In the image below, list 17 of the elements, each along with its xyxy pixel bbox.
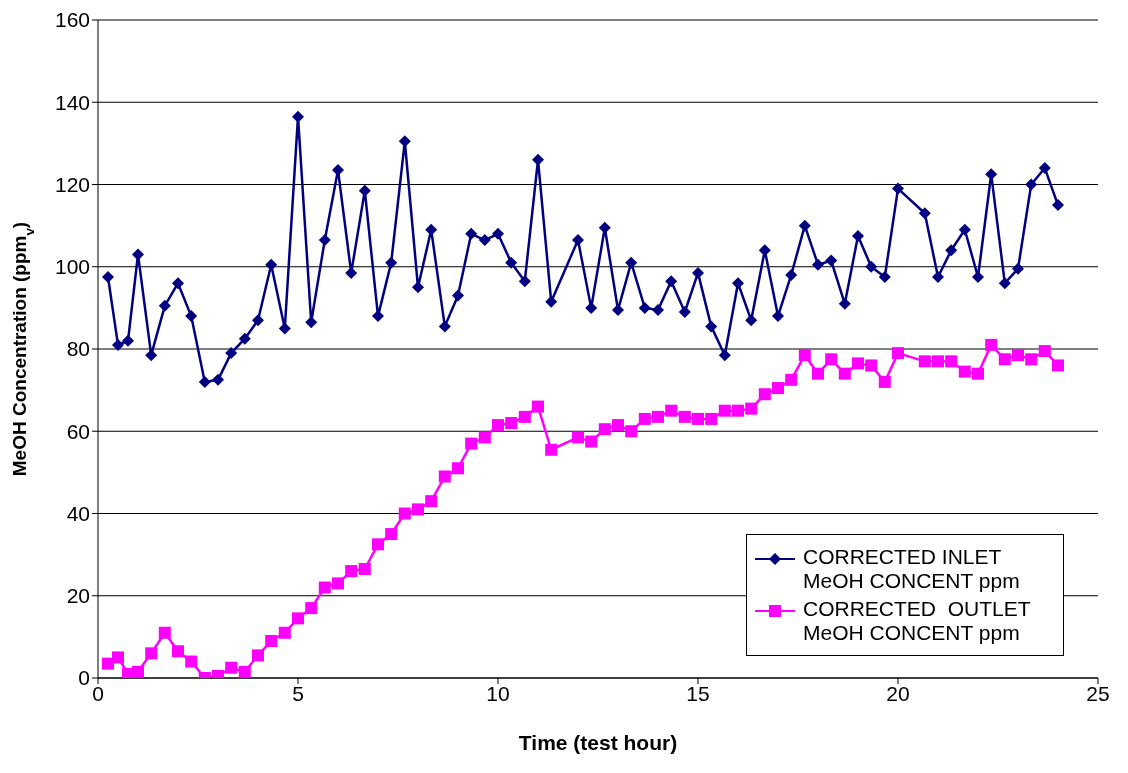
legend-label: CORRECTED INLET MeOH CONCENT ppm [803,545,1021,593]
x-tick-label: 10 [486,681,510,705]
x-tick-label: 15 [686,681,710,705]
legend-label: CORRECTED OUTLET MeOH CONCENT ppm [803,597,1032,645]
x-tick-label: 25 [1086,681,1110,705]
y-tick-label: 0 [78,666,90,690]
y-tick-label: 60 [66,419,90,443]
y-tick-label: 160 [54,8,90,32]
y-tick-label: 20 [66,584,90,608]
y-tick-label: 80 [66,337,90,361]
y-tick-label: 100 [54,255,90,279]
y-tick-label: 120 [54,172,90,196]
y-tick-label: 140 [54,90,90,114]
x-tick-label: 20 [886,681,910,705]
x-axis-title: Time (test hour) [518,731,678,754]
y-tick-label: 40 [66,501,90,525]
x-tick-label: 5 [292,681,304,705]
